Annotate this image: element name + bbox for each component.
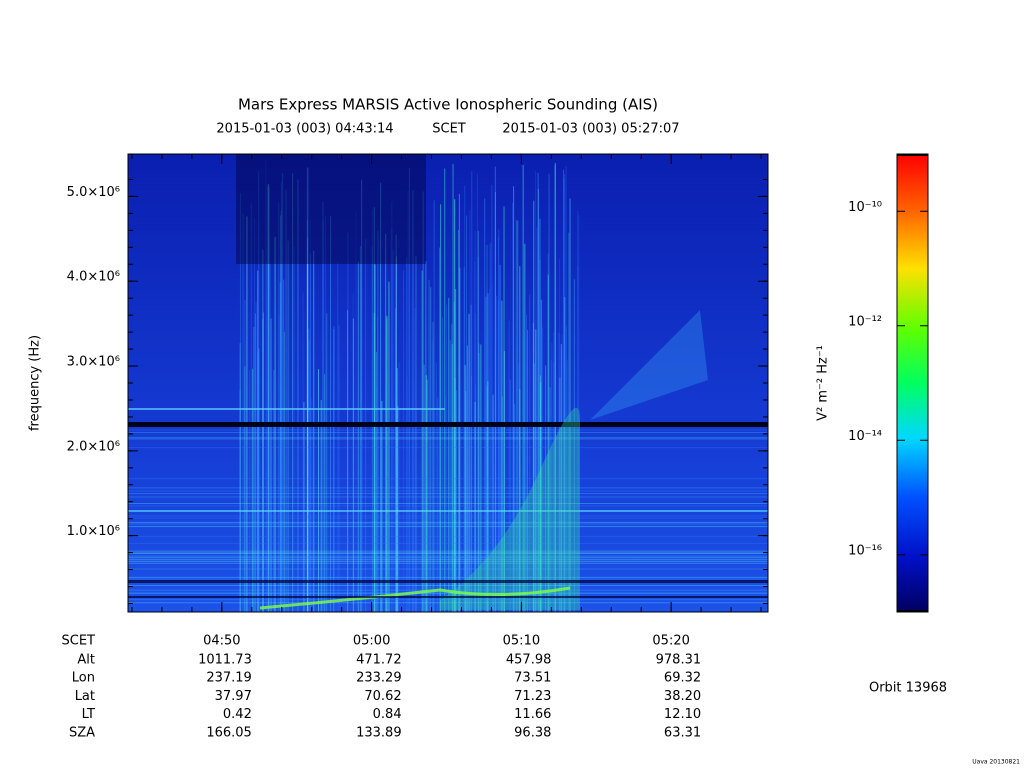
texture: [236, 154, 426, 264]
ephemeris-value: 38.20: [664, 689, 701, 704]
texture: [259, 586, 571, 610]
credit: Uava 20130821: [972, 759, 1020, 766]
ephemeris-value: 12.10: [664, 707, 701, 722]
ephemeris-label: SCET: [62, 634, 96, 649]
ephemeris-value: 73.51: [514, 671, 551, 686]
ephemeris-label: Alt: [77, 653, 95, 668]
ephemeris-value: 11.66: [514, 707, 551, 722]
ephemeris-value: 0.42: [223, 707, 252, 722]
colorbar-tick-label: 10⁻¹⁴: [848, 429, 882, 444]
y-tick-label: 4.0×10⁶: [67, 270, 120, 285]
ephemeris-value: 237.19: [206, 671, 252, 686]
ephemeris-label: LT: [82, 707, 95, 722]
colorbar: [896, 153, 929, 613]
y-tick-label: 5.0×10⁶: [67, 185, 120, 200]
texture: [128, 422, 768, 427]
ephemeris-value: 69.32: [664, 671, 701, 686]
ephemeris-value: 63.31: [664, 725, 701, 740]
y-tick-label: 2.0×10⁶: [67, 439, 120, 454]
ephemeris-label: SZA: [69, 725, 95, 740]
ephemeris-value: 166.05: [206, 725, 252, 740]
colorbar-tick-label: 10⁻¹⁰: [848, 200, 882, 215]
ephemeris-value: 133.89: [356, 725, 402, 740]
x-tick-label: 05:10: [503, 634, 540, 649]
y-axis-label: frequency (Hz): [28, 335, 43, 431]
spectrogram-background: [128, 154, 768, 612]
texture: [590, 310, 708, 420]
ephemeris-label: Lon: [72, 671, 95, 686]
ephemeris-value: 70.62: [364, 689, 401, 704]
ephemeris-value: 1011.73: [198, 653, 252, 668]
ephemeris-label: Lat: [75, 689, 95, 704]
ephemeris-value: 96.38: [514, 725, 551, 740]
ephemeris-value: 978.31: [656, 653, 702, 668]
ephemeris-value: 37.97: [215, 689, 252, 704]
ephemeris-value: 457.98: [506, 653, 552, 668]
orbit-label: Orbit 13968: [869, 681, 947, 696]
ephemeris-value: 233.29: [356, 671, 402, 686]
colorbar-tick-label: 10⁻¹⁶: [848, 543, 882, 558]
colorbar-label: V² m⁻² Hz⁻¹: [816, 345, 831, 421]
ephemeris-value: 471.72: [356, 653, 402, 668]
chart-title: Mars Express MARSIS Active Ionospheric S…: [238, 96, 658, 114]
end-time: 2015-01-03 (003) 05:27:07: [502, 122, 679, 137]
texture: [440, 407, 580, 610]
x-tick-label: 05:00: [353, 634, 390, 649]
texture: [128, 596, 768, 598]
colorbar-tick-label: 10⁻¹²: [848, 314, 882, 329]
x-tick-label: 04:50: [203, 634, 240, 649]
y-tick-label: 3.0×10⁶: [67, 355, 120, 370]
ephemeris-value: 71.23: [514, 689, 551, 704]
time-system: SCET: [432, 122, 466, 137]
x-tick-label: 05:20: [652, 634, 689, 649]
ephemeris-value: 0.84: [373, 707, 402, 722]
y-tick-label: 1.0×10⁶: [67, 524, 120, 539]
start-time: 2015-01-03 (003) 04:43:14: [216, 122, 393, 137]
texture: [128, 580, 768, 583]
spectrogram: [128, 154, 768, 612]
